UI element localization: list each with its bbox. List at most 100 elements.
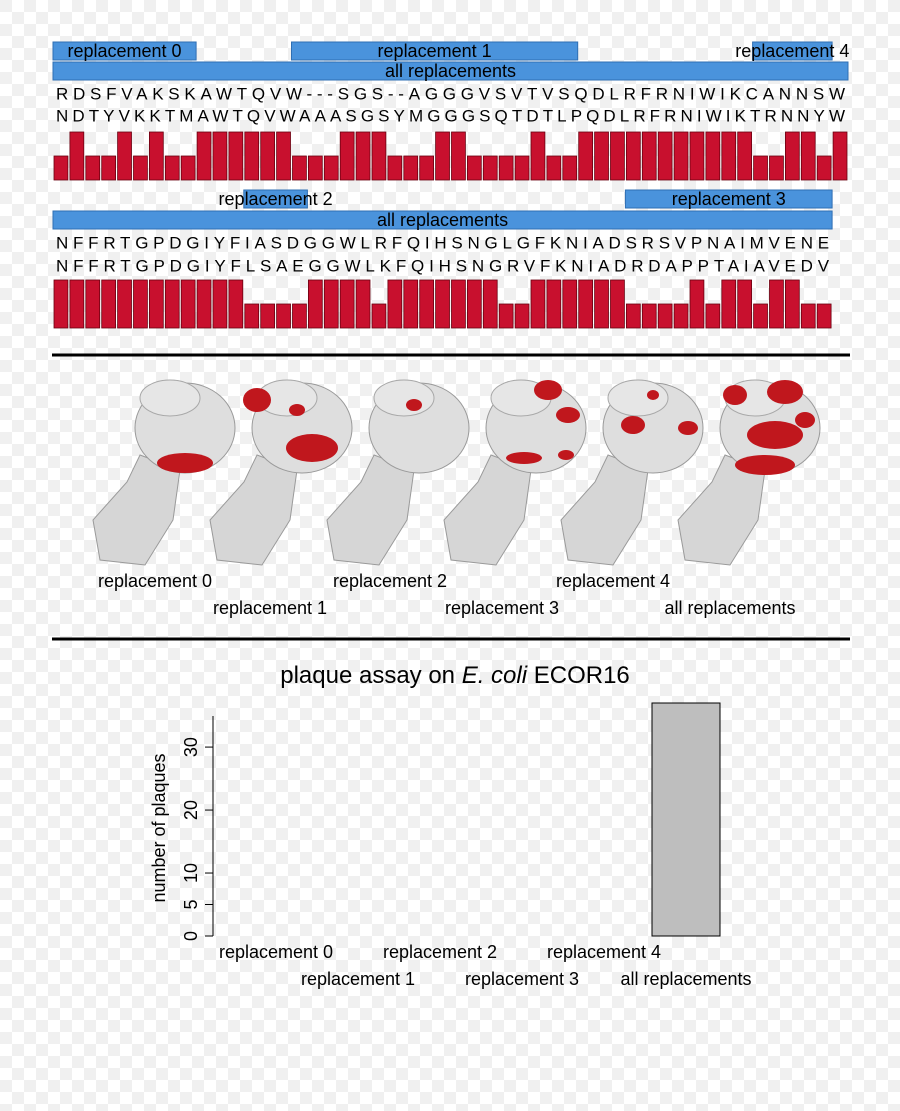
protein-body — [443, 454, 532, 566]
protein-body — [677, 454, 766, 566]
score-bar — [800, 131, 816, 181]
score-bar — [800, 303, 816, 329]
red-patch — [506, 452, 542, 464]
protein-body — [209, 454, 298, 566]
score-bar — [180, 155, 196, 181]
score-bar — [419, 155, 435, 181]
bar — [651, 702, 721, 937]
score-bar — [610, 279, 625, 329]
score-bar — [148, 131, 164, 181]
score-bar — [419, 279, 435, 329]
red-patch — [558, 450, 574, 460]
red-patch — [647, 390, 659, 400]
x-tick-label: replacement 4 — [547, 942, 661, 962]
x-tick-label: replacement 1 — [301, 969, 415, 989]
score-bar — [244, 303, 260, 329]
replacement-label: all replacements — [385, 61, 516, 81]
score-bar — [435, 131, 450, 181]
score-bar — [387, 279, 403, 329]
protein-body — [92, 454, 181, 566]
replacement-label: replacement 4 — [735, 41, 849, 61]
score-bar — [498, 155, 514, 181]
score-bar — [307, 279, 323, 329]
red-patch — [534, 380, 562, 400]
red-patch — [767, 380, 803, 404]
score-bar — [514, 155, 530, 181]
score-bar — [737, 279, 753, 329]
x-tick-label: replacement 0 — [219, 942, 333, 962]
score-bar — [276, 303, 291, 329]
score-bar — [276, 131, 291, 181]
sequence: RDSFVAKSKAWTQVW---SGS--AGGGVSVTVSQDLRFRN… — [56, 84, 845, 103]
score-bar — [594, 131, 609, 181]
replacement-bar — [243, 189, 308, 209]
score-bar — [117, 279, 132, 329]
structure-label: replacement 0 — [98, 571, 212, 591]
score-bar — [387, 155, 403, 181]
score-bar — [180, 279, 196, 329]
replacement-bar — [52, 61, 849, 81]
sequence: NDTYVKKTMAWTQVWAAASGSYMGGGSQTDTLPQDLRFRN… — [56, 106, 845, 125]
red-patch — [735, 455, 795, 475]
replacement-bar — [52, 41, 197, 61]
sequence: NFFRTGPDGIYFLSAEGGWLKFQIHSNGRVFKNIADRDAP… — [56, 256, 830, 275]
structure-label: replacement 1 — [213, 598, 327, 618]
score-bar — [673, 131, 689, 181]
score-bar — [260, 131, 276, 181]
red-patch — [747, 421, 803, 449]
score-bar — [482, 155, 498, 181]
red-patch — [678, 421, 698, 435]
score-bar — [212, 279, 228, 329]
score-bar — [292, 303, 307, 329]
score-bar — [626, 131, 641, 181]
title-part: E. coli — [462, 662, 528, 689]
red-patch — [289, 404, 305, 416]
score-bar — [403, 155, 419, 181]
score-bar — [578, 131, 594, 181]
red-patch — [157, 453, 213, 473]
red-patch — [286, 434, 338, 462]
score-bar — [816, 155, 832, 181]
score-bar — [53, 155, 69, 181]
red-patch — [723, 385, 747, 405]
score-bar — [403, 279, 419, 329]
score-bar — [69, 279, 85, 329]
score-bar — [466, 279, 482, 329]
red-patch — [795, 412, 815, 428]
score-bar — [133, 155, 148, 181]
score-bar — [514, 303, 530, 329]
score-bar — [546, 279, 562, 329]
score-bar — [451, 131, 466, 181]
score-bar — [610, 131, 625, 181]
replacement-label: replacement 1 — [378, 41, 492, 61]
score-bar — [769, 279, 784, 329]
title-part: ECOR16 — [527, 662, 630, 689]
score-bar — [578, 279, 594, 329]
replacement-label: all replacements — [377, 210, 508, 230]
score-bar — [641, 303, 657, 329]
protein-structure — [92, 379, 236, 566]
score-bar — [626, 303, 641, 329]
protein-body — [560, 454, 649, 566]
score-bar — [657, 131, 673, 181]
protein-head — [607, 379, 669, 417]
score-bar — [530, 131, 546, 181]
protein-structure — [326, 379, 470, 566]
score-bar — [323, 279, 339, 329]
score-bar — [498, 303, 514, 329]
score-bar — [355, 279, 371, 329]
score-bar — [307, 155, 323, 181]
score-bar — [260, 303, 276, 329]
structure-label: replacement 2 — [333, 571, 447, 591]
replacement-bar — [52, 210, 833, 230]
score-bar — [371, 131, 387, 181]
score-bar — [721, 131, 737, 181]
red-patch — [406, 399, 422, 411]
score-bar — [546, 155, 562, 181]
score-bar — [673, 303, 689, 329]
replacement-label: replacement 0 — [68, 41, 182, 61]
protein-structure — [677, 379, 821, 566]
score-bar — [196, 131, 212, 181]
